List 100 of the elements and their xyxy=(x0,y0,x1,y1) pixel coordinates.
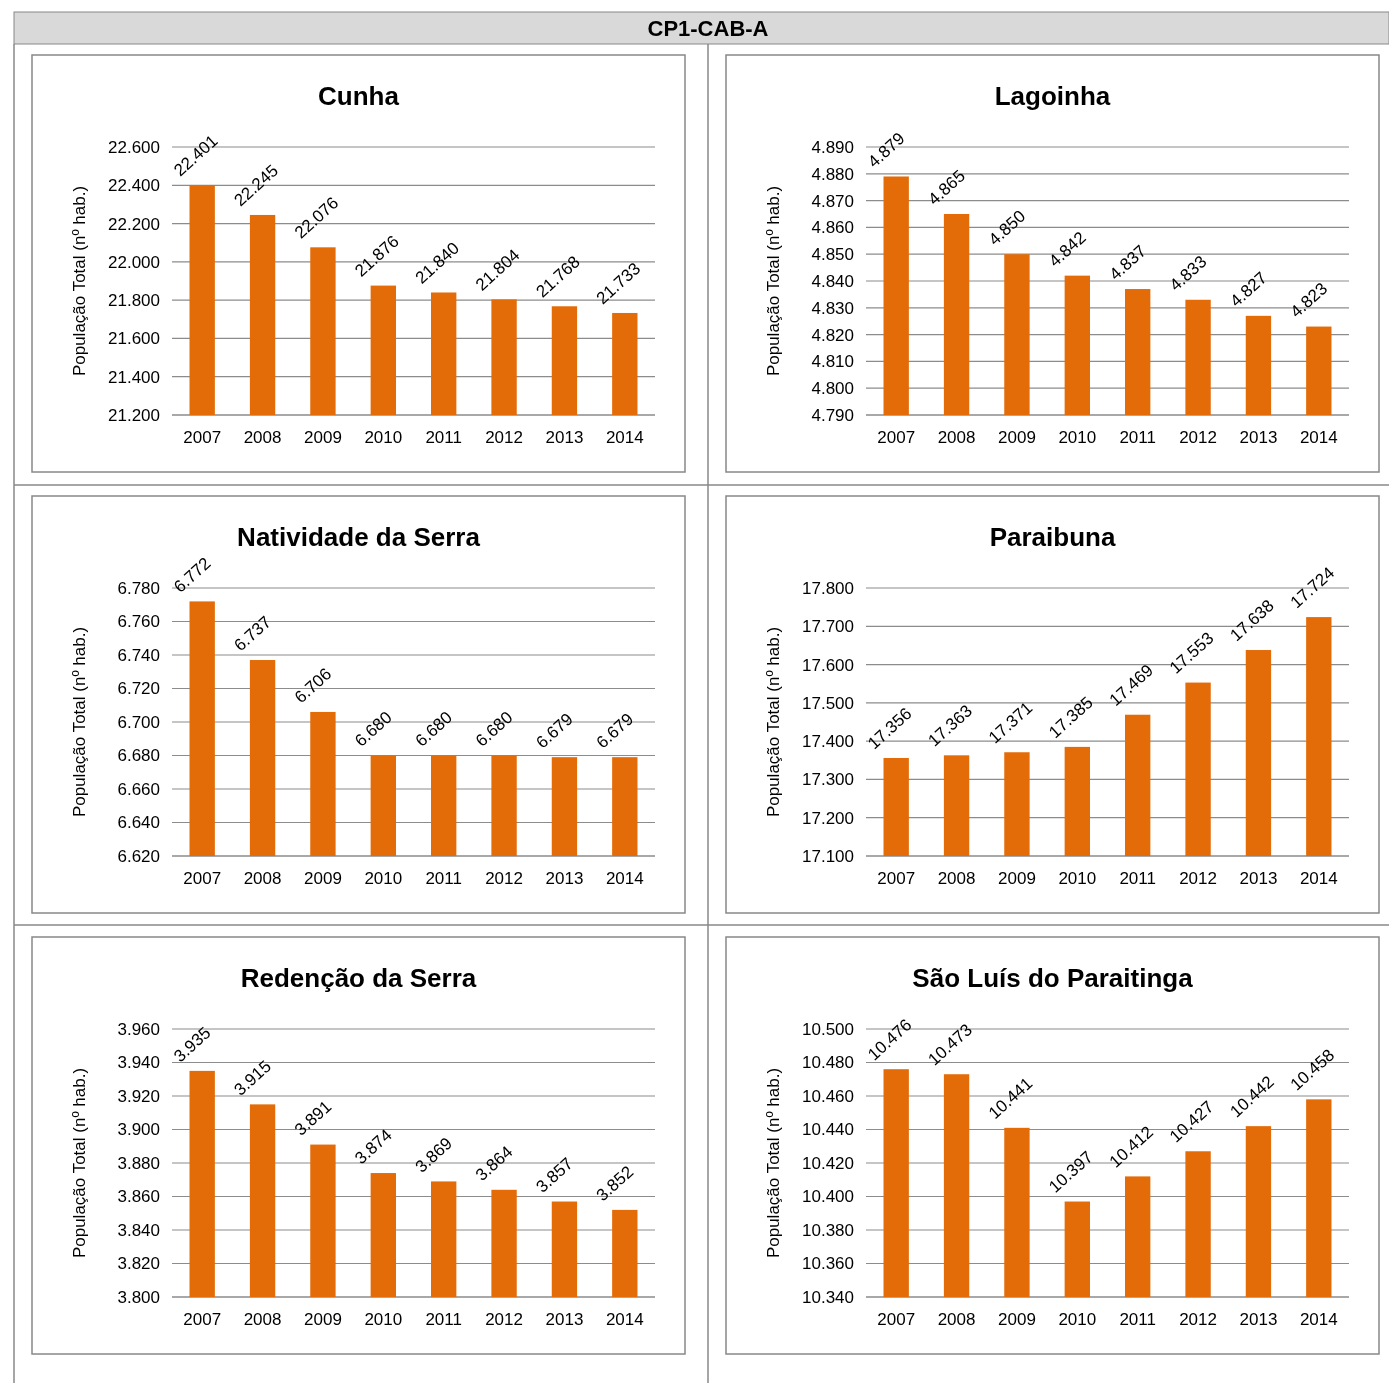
y-tick-label: 22.000 xyxy=(108,252,160,272)
x-tick-label: 2011 xyxy=(425,1310,462,1329)
x-tick-label: 2007 xyxy=(877,428,916,447)
chart-title: Paraibuna xyxy=(989,522,1116,552)
y-tick-label: 17.200 xyxy=(802,808,854,828)
y-tick-label: 4.800 xyxy=(811,379,854,399)
y-tick-label: 22.400 xyxy=(108,176,160,196)
x-tick-label: 2010 xyxy=(1058,1310,1097,1329)
x-tick-label: 2012 xyxy=(485,1310,523,1329)
y-tick-label: 10.420 xyxy=(802,1153,854,1173)
y-tick-label: 3.960 xyxy=(117,1019,160,1039)
x-tick-label: 2011 xyxy=(1119,428,1156,447)
y-tick-label: 17.400 xyxy=(802,732,854,752)
y-tick-label: 21.600 xyxy=(108,329,160,349)
x-tick-label: 2008 xyxy=(243,428,282,447)
y-tick-label: 22.200 xyxy=(108,214,160,234)
y-tick-label: 3.900 xyxy=(117,1120,160,1140)
y-tick-label: 4.880 xyxy=(811,164,854,184)
x-tick-label: 2014 xyxy=(605,1310,644,1329)
chart-title: Cunha xyxy=(318,81,400,111)
y-tick-label: 4.850 xyxy=(811,245,854,265)
y-axis-title: População Total (nº hab.) xyxy=(70,626,89,818)
x-tick-label: 2008 xyxy=(937,1310,976,1329)
y-tick-label: 10.380 xyxy=(802,1220,854,1240)
y-tick-label: 4.870 xyxy=(811,191,854,211)
x-tick-label: 2007 xyxy=(183,869,222,888)
x-tick-label: 2013 xyxy=(545,428,584,447)
x-tick-label: 2007 xyxy=(877,1310,916,1329)
y-tick-label: 6.700 xyxy=(117,712,160,732)
x-tick-label: 2008 xyxy=(937,869,976,888)
y-axis-title: População Total (nº hab.) xyxy=(764,626,783,818)
x-tick-label: 2014 xyxy=(1299,869,1338,888)
x-tick-label: 2014 xyxy=(1299,1310,1338,1329)
x-tick-label: 2013 xyxy=(1239,428,1278,447)
y-tick-label: 6.680 xyxy=(117,746,160,766)
chart-title: Natividade da Serra xyxy=(237,522,481,552)
x-tick-label: 2013 xyxy=(545,1310,584,1329)
x-tick-label: 2007 xyxy=(877,869,916,888)
y-axis-title: População Total (nº hab.) xyxy=(764,185,783,377)
y-tick-label: 4.860 xyxy=(811,218,854,238)
y-tick-label: 4.810 xyxy=(811,352,854,372)
y-tick-label: 22.600 xyxy=(108,137,160,157)
chart-title: São Luís do Paraitinga xyxy=(912,963,1194,993)
y-tick-label: 10.340 xyxy=(802,1287,854,1307)
x-tick-label: 2014 xyxy=(1299,428,1338,447)
chart-title: Lagoinha xyxy=(994,81,1111,111)
y-tick-label: 10.400 xyxy=(802,1187,854,1207)
y-tick-label: 6.620 xyxy=(117,846,160,866)
x-tick-label: 2010 xyxy=(364,428,403,447)
y-tick-label: 21.800 xyxy=(108,291,160,311)
y-tick-label: 4.820 xyxy=(811,325,854,345)
x-tick-label: 2013 xyxy=(1239,869,1278,888)
y-tick-label: 4.840 xyxy=(811,271,854,291)
y-tick-label: 17.800 xyxy=(802,578,854,598)
x-tick-label: 2012 xyxy=(485,869,523,888)
y-tick-label: 3.820 xyxy=(117,1254,160,1274)
x-tick-label: 2012 xyxy=(1179,1310,1217,1329)
y-tick-label: 6.660 xyxy=(117,779,160,799)
x-tick-label: 2010 xyxy=(1058,428,1097,447)
y-tick-label: 10.460 xyxy=(802,1086,854,1106)
y-tick-label: 4.830 xyxy=(811,298,854,318)
x-tick-label: 2008 xyxy=(243,869,282,888)
x-tick-label: 2009 xyxy=(304,428,342,447)
y-tick-label: 10.440 xyxy=(802,1120,854,1140)
y-tick-label: 4.890 xyxy=(811,137,854,157)
y-axis-title: População Total (nº hab.) xyxy=(764,1067,783,1259)
y-axis-title: População Total (nº hab.) xyxy=(70,1067,89,1259)
x-tick-label: 2009 xyxy=(998,428,1036,447)
y-tick-label: 17.600 xyxy=(802,655,854,675)
x-tick-label: 2011 xyxy=(425,428,462,447)
y-tick-label: 3.860 xyxy=(117,1187,160,1207)
y-tick-label: 6.760 xyxy=(117,612,160,632)
chart-title: Redenção da Serra xyxy=(240,963,477,993)
x-tick-label: 2007 xyxy=(183,428,222,447)
x-tick-label: 2008 xyxy=(243,1310,282,1329)
y-tick-label: 3.940 xyxy=(117,1053,160,1073)
y-tick-label: 17.300 xyxy=(802,770,854,790)
x-tick-label: 2007 xyxy=(183,1310,222,1329)
y-tick-label: 10.480 xyxy=(802,1053,854,1073)
x-tick-label: 2010 xyxy=(364,1310,403,1329)
y-tick-label: 3.920 xyxy=(117,1086,160,1106)
x-tick-label: 2013 xyxy=(545,869,584,888)
x-tick-label: 2011 xyxy=(425,869,462,888)
y-tick-label: 21.200 xyxy=(108,405,160,425)
y-tick-label: 4.790 xyxy=(811,405,854,425)
y-tick-label: 10.360 xyxy=(802,1254,854,1274)
x-tick-label: 2011 xyxy=(1119,869,1156,888)
y-tick-label: 17.100 xyxy=(802,846,854,866)
x-tick-label: 2012 xyxy=(485,428,523,447)
y-tick-label: 6.720 xyxy=(117,679,160,699)
y-tick-label: 21.400 xyxy=(108,367,160,387)
y-tick-label: 3.880 xyxy=(117,1153,160,1173)
x-tick-label: 2009 xyxy=(998,869,1036,888)
x-tick-label: 2012 xyxy=(1179,428,1217,447)
x-tick-label: 2014 xyxy=(605,869,644,888)
text: CP1-CAB-A xyxy=(647,16,769,41)
x-tick-label: 2014 xyxy=(605,428,644,447)
x-tick-label: 2013 xyxy=(1239,1310,1278,1329)
y-tick-label: 6.640 xyxy=(117,813,160,833)
y-tick-label: 6.740 xyxy=(117,645,160,665)
